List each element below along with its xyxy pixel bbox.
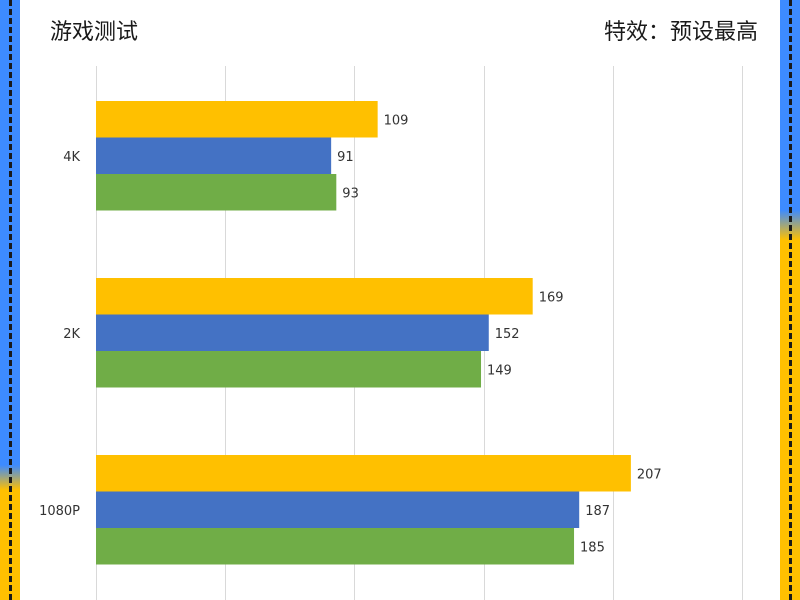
left-decorative-border <box>0 0 20 600</box>
right-dashed-line <box>789 0 792 600</box>
data-label: 109 <box>384 113 409 128</box>
data-label: 93 <box>342 186 359 201</box>
bar <box>96 528 575 565</box>
right-decorative-border <box>780 0 800 600</box>
chart-title: 游戏测试 <box>50 20 139 45</box>
left-dashed-line <box>9 0 12 600</box>
data-label: 149 <box>487 363 512 378</box>
data-label: 185 <box>580 540 605 555</box>
data-label: 152 <box>495 327 520 342</box>
category-label: 4K <box>63 150 80 165</box>
bar <box>96 137 332 174</box>
data-label: 187 <box>585 504 610 519</box>
chart-subtitle: 特效：预设最高 <box>603 20 758 45</box>
bar <box>96 455 631 492</box>
bar <box>96 278 533 315</box>
data-label: 207 <box>637 467 662 482</box>
category-label: 1080P <box>39 504 80 519</box>
data-label: 91 <box>337 150 354 165</box>
bar <box>96 174 337 211</box>
bar <box>96 491 580 528</box>
bar <box>96 314 489 351</box>
category-label: 2K <box>63 327 80 342</box>
bar <box>96 351 482 388</box>
data-label: 169 <box>539 290 564 305</box>
bar <box>96 101 378 138</box>
